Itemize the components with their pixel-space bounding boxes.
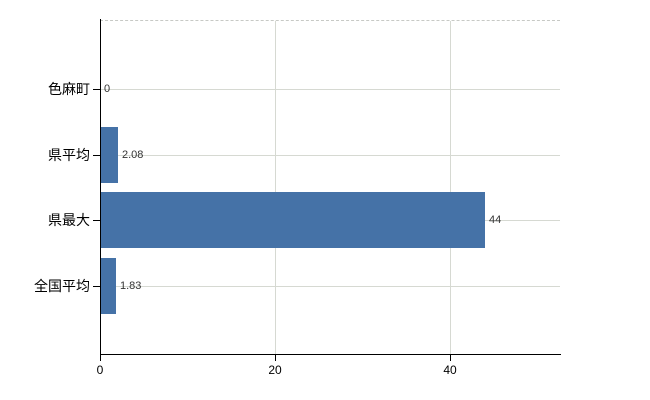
y-axis-tick <box>93 220 100 221</box>
horizontal-gridline <box>100 155 560 156</box>
vertical-gridline <box>450 21 451 354</box>
x-axis-line <box>100 354 561 355</box>
y-axis-tick <box>93 155 100 156</box>
x-tick-label: 20 <box>268 363 282 377</box>
category-label: 全国平均 <box>34 278 90 294</box>
bar-value-label: 0 <box>104 83 111 95</box>
bar <box>100 127 118 183</box>
bar-value-label: 44 <box>489 214 502 226</box>
horizontal-gridline <box>100 286 560 287</box>
vertical-gridline <box>275 21 276 354</box>
bar <box>100 192 485 248</box>
bar-value-label: 1.83 <box>120 280 142 292</box>
category-label: 県平均 <box>48 147 90 163</box>
horizontal-gridline <box>100 89 560 90</box>
x-axis-tick <box>100 354 101 361</box>
x-tick-label: 0 <box>96 363 104 377</box>
bar <box>100 258 116 314</box>
category-label: 県最大 <box>48 212 90 228</box>
y-axis-tick <box>93 286 100 287</box>
x-tick-label: 40 <box>443 363 457 377</box>
y-axis-line <box>100 19 101 355</box>
y-axis-tick <box>93 89 100 90</box>
x-axis-tick <box>275 354 276 361</box>
x-axis-tick <box>450 354 451 361</box>
plot-top-border <box>100 20 560 21</box>
category-label: 色麻町 <box>48 81 90 97</box>
bar-value-label: 2.08 <box>122 149 144 161</box>
